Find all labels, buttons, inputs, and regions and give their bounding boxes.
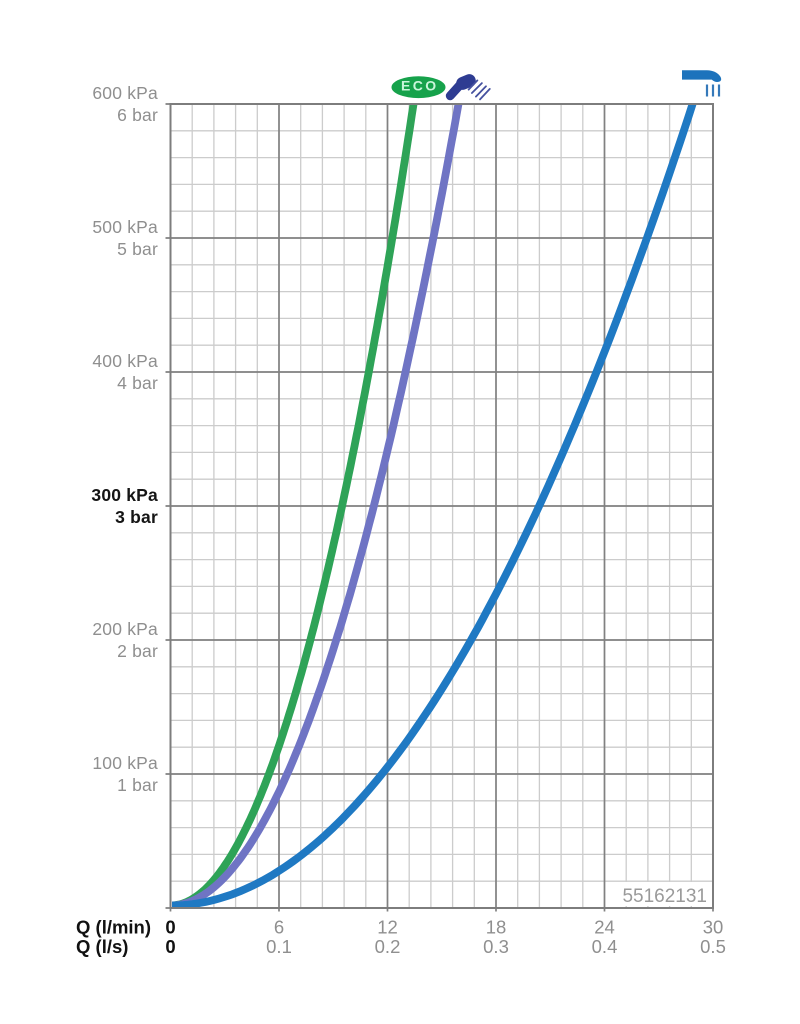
svg-text:1 bar: 1 bar <box>117 775 158 795</box>
svg-text:0: 0 <box>165 917 175 938</box>
svg-text:0.1: 0.1 <box>266 936 292 957</box>
svg-text:ECO: ECO <box>401 77 439 93</box>
svg-text:400 kPa: 400 kPa <box>92 351 158 371</box>
svg-text:Q (l/s): Q (l/s) <box>76 936 128 957</box>
svg-text:18: 18 <box>486 917 507 938</box>
svg-text:2 bar: 2 bar <box>117 641 158 661</box>
svg-text:55162131: 55162131 <box>622 886 707 907</box>
svg-text:Q (l/min): Q (l/min) <box>76 917 151 938</box>
svg-text:6: 6 <box>274 917 284 938</box>
svg-text:500 kPa: 500 kPa <box>92 217 158 237</box>
svg-text:0.2: 0.2 <box>375 936 401 957</box>
svg-text:12: 12 <box>377 917 398 938</box>
svg-text:5 bar: 5 bar <box>117 239 158 259</box>
svg-text:0.4: 0.4 <box>592 936 618 957</box>
svg-text:200 kPa: 200 kPa <box>92 619 158 639</box>
svg-text:30: 30 <box>703 917 724 938</box>
svg-text:100 kPa: 100 kPa <box>92 753 158 773</box>
svg-text:24: 24 <box>594 917 615 938</box>
svg-text:0: 0 <box>165 936 175 957</box>
svg-text:4 bar: 4 bar <box>117 373 158 393</box>
svg-text:6 bar: 6 bar <box>117 105 158 125</box>
svg-text:600 kPa: 600 kPa <box>92 83 158 103</box>
svg-text:300 kPa: 300 kPa <box>91 485 158 505</box>
svg-text:0.5: 0.5 <box>700 936 726 957</box>
svg-text:0.3: 0.3 <box>483 936 509 957</box>
svg-text:3 bar: 3 bar <box>115 507 158 527</box>
